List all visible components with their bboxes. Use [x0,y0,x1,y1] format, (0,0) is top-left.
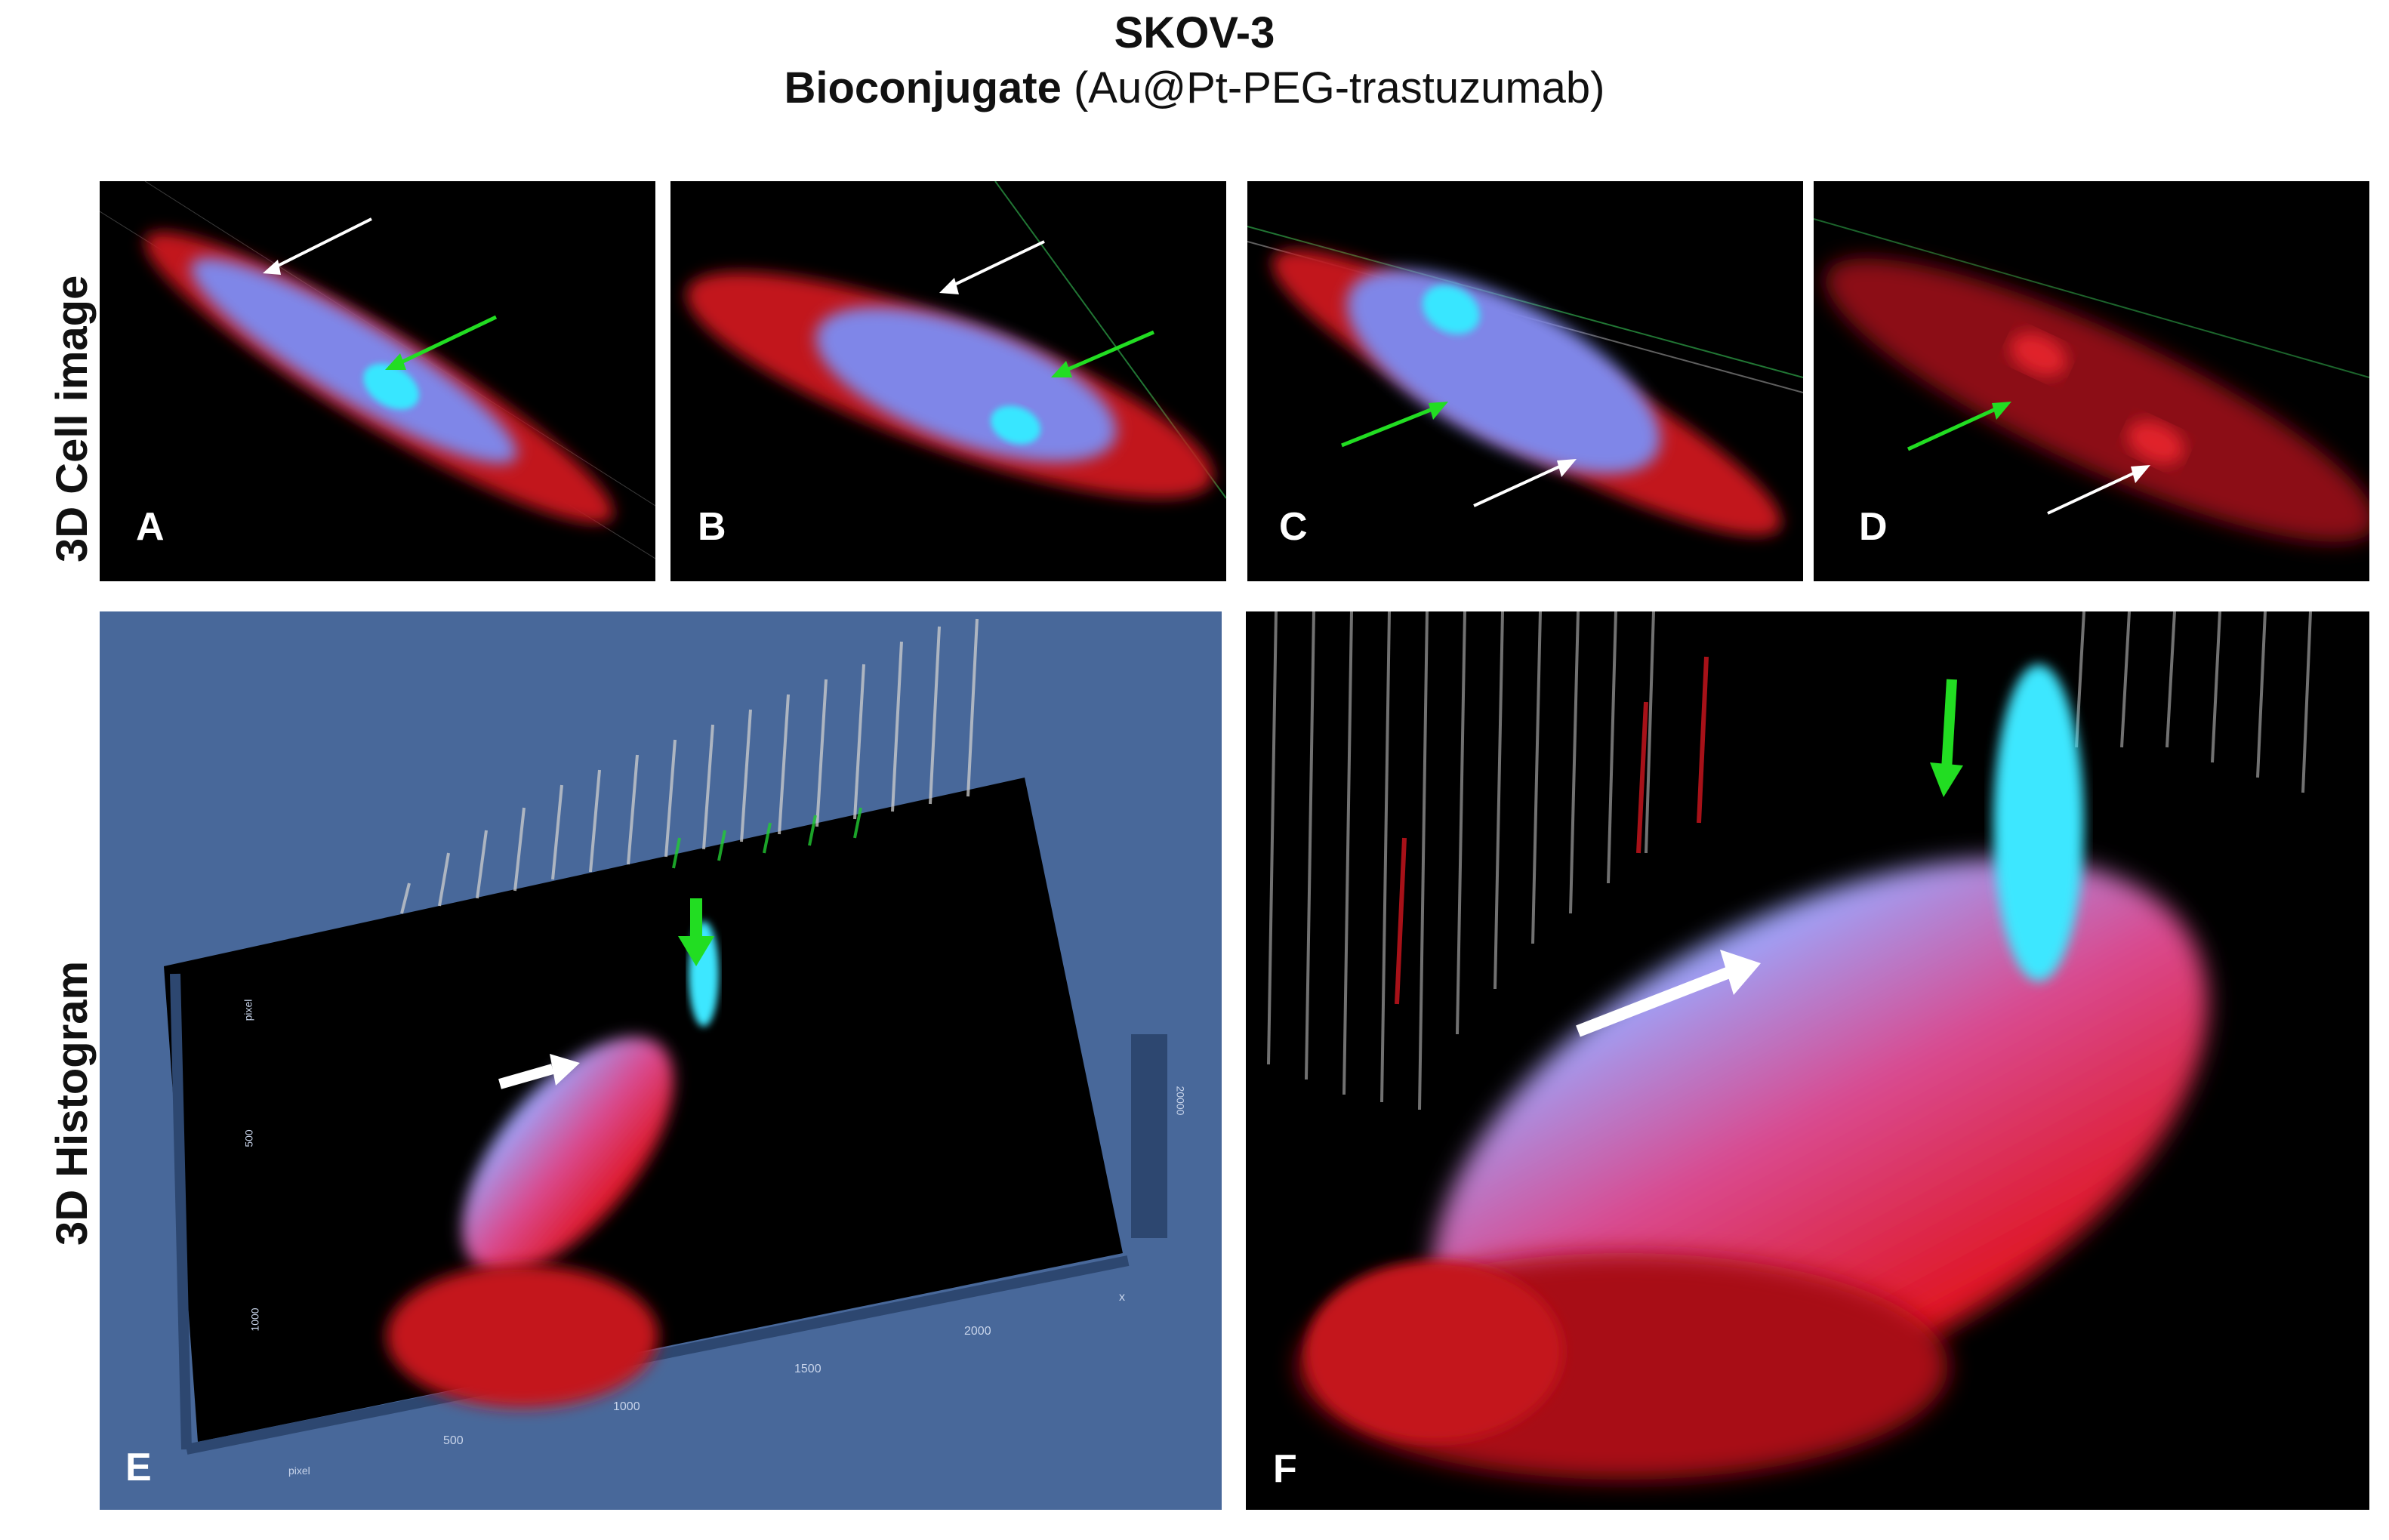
x-tick-1000: 1000 [613,1400,640,1413]
panel-a-cell-render [100,181,655,559]
x-axis-end: x [1119,1291,1125,1304]
treatment-detail: (Au@Pt-PEG-trastuzumab) [1073,63,1605,112]
row-label-cell-image: 3D Cell image [48,275,97,562]
treatment-name: Bioconjugate [784,63,1062,112]
x-tick-500: 500 [443,1434,464,1447]
panel-b-label: B [698,505,726,549]
y-axis-unit: pixel [242,999,254,1021]
panel-e-histogram-render [164,618,1167,1455]
panel-d-image: D [1814,181,2369,581]
x-tick-1500: 1500 [794,1363,822,1375]
panel-c-cell-render [1247,226,1803,536]
treatment-subtitle: Bioconjugate (Au@Pt-PEG-trastuzumab) [0,60,2389,116]
panel-f-image: F [1246,611,2369,1510]
y-tick-1000: 1000 [248,1307,261,1332]
x-axis-unit: pixel [288,1465,310,1477]
panel-e-image: E 500 1000 1500 2000 x pixel 500 1000 pi… [100,611,1222,1510]
panel-f-histogram-render [1267,611,2312,1480]
panel-e-label: E [125,1446,152,1489]
panel-f-label: F [1273,1447,1297,1491]
panel-b-cell-render [686,181,1226,499]
y-tick-500: 500 [242,1129,255,1147]
panel-d-label: D [1859,505,1888,549]
panel-c-label: C [1279,505,1308,549]
panel-b-image: B [670,181,1226,581]
z-tick-20000: 20000 [1174,1086,1187,1116]
row-label-histogram: 3D Histogram [48,960,97,1246]
x-tick-2000: 2000 [964,1325,991,1338]
panel-c-image: C [1247,181,1803,581]
panel-d-cell-render [1814,218,2369,542]
figure-title: SKOV-3 Bioconjugate (Au@Pt-PEG-trastuzum… [0,6,2389,116]
cell-line-title: SKOV-3 [1114,8,1275,57]
panel-a-image: A [100,181,655,581]
panel-a-label: A [136,505,165,549]
